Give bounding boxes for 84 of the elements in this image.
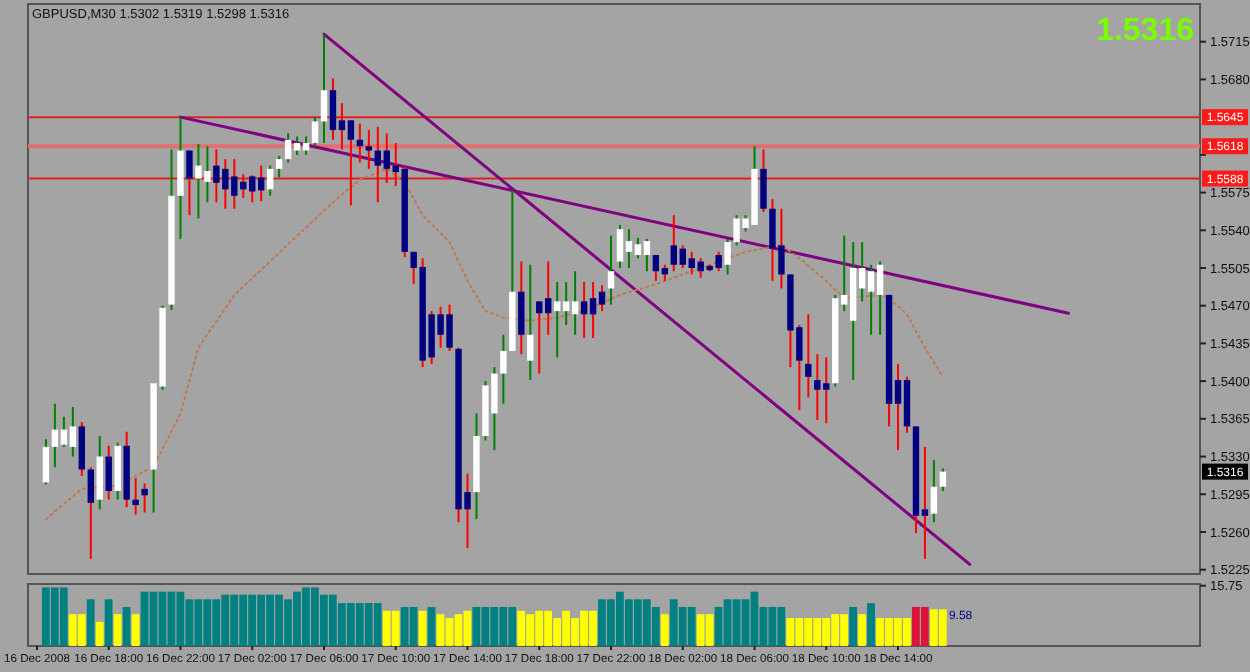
candlestick <box>60 415 68 448</box>
bar <box>786 618 795 646</box>
candlestick <box>652 254 660 282</box>
candlestick <box>293 135 301 156</box>
candlestick <box>311 116 319 148</box>
bar <box>660 614 669 646</box>
bar <box>95 621 104 646</box>
bar <box>113 614 122 646</box>
candlestick <box>284 132 292 164</box>
candlestick <box>867 263 875 336</box>
candlestick <box>527 263 534 382</box>
bar <box>400 606 409 646</box>
bar <box>741 599 750 646</box>
bar <box>427 606 436 646</box>
bar <box>517 610 526 646</box>
candlestick <box>643 237 651 273</box>
candlestick <box>320 33 328 144</box>
annotation: 1.5316 <box>1096 14 1195 48</box>
bar <box>436 614 445 646</box>
bar <box>714 606 723 646</box>
candlestick <box>141 482 148 514</box>
candlestick <box>132 477 139 516</box>
bar <box>705 614 714 646</box>
candlestick <box>625 228 633 269</box>
bar <box>391 610 400 646</box>
candlestick <box>105 444 112 501</box>
candlestick <box>177 116 184 240</box>
candlestick <box>347 119 355 207</box>
candlestick <box>78 421 86 477</box>
candlestick <box>562 281 570 327</box>
candlestick <box>616 223 624 269</box>
bar <box>59 587 68 646</box>
candlestick <box>724 237 731 276</box>
candlestick <box>580 281 588 340</box>
bar <box>849 606 857 646</box>
candlestick <box>589 281 597 340</box>
candlestick <box>329 77 337 141</box>
candlestick <box>814 353 821 421</box>
candlestick <box>536 300 543 375</box>
candlestick <box>87 466 94 560</box>
bar <box>687 606 696 646</box>
candlestick <box>876 260 884 336</box>
candlestick <box>930 458 938 524</box>
candlestick <box>553 281 561 359</box>
candlestick <box>634 236 642 260</box>
candlestick <box>96 435 103 511</box>
bar <box>920 606 929 646</box>
candlestick <box>939 467 947 493</box>
bar <box>409 606 418 646</box>
candlestick <box>275 154 283 179</box>
candlestick <box>69 405 77 458</box>
candlestick <box>903 375 911 434</box>
candlestick <box>374 125 382 204</box>
bar <box>373 603 382 646</box>
bar <box>104 599 113 646</box>
bar <box>77 614 86 646</box>
bar <box>732 599 741 646</box>
candlestick <box>607 234 615 306</box>
candlestick <box>760 148 767 213</box>
candlestick <box>302 135 310 156</box>
bar <box>472 606 481 646</box>
candlestick <box>598 284 606 313</box>
bar <box>867 603 875 646</box>
candlestick <box>266 164 274 197</box>
bar <box>696 614 705 646</box>
bar <box>176 591 185 646</box>
bar <box>122 606 131 646</box>
candlestick <box>51 402 59 469</box>
bar <box>454 614 463 646</box>
candlestick <box>518 260 525 356</box>
bar <box>723 599 732 646</box>
candlestick <box>186 149 193 217</box>
candlestick <box>114 441 121 501</box>
bar <box>86 599 95 646</box>
bar <box>651 606 660 646</box>
candlestick <box>42 438 50 486</box>
bar <box>445 618 454 646</box>
candlestick <box>805 313 812 399</box>
candlestick <box>500 333 507 405</box>
candlestick <box>571 270 579 336</box>
bar <box>131 614 140 646</box>
bar <box>858 614 866 646</box>
bar <box>938 609 947 646</box>
candlestick <box>365 129 373 170</box>
